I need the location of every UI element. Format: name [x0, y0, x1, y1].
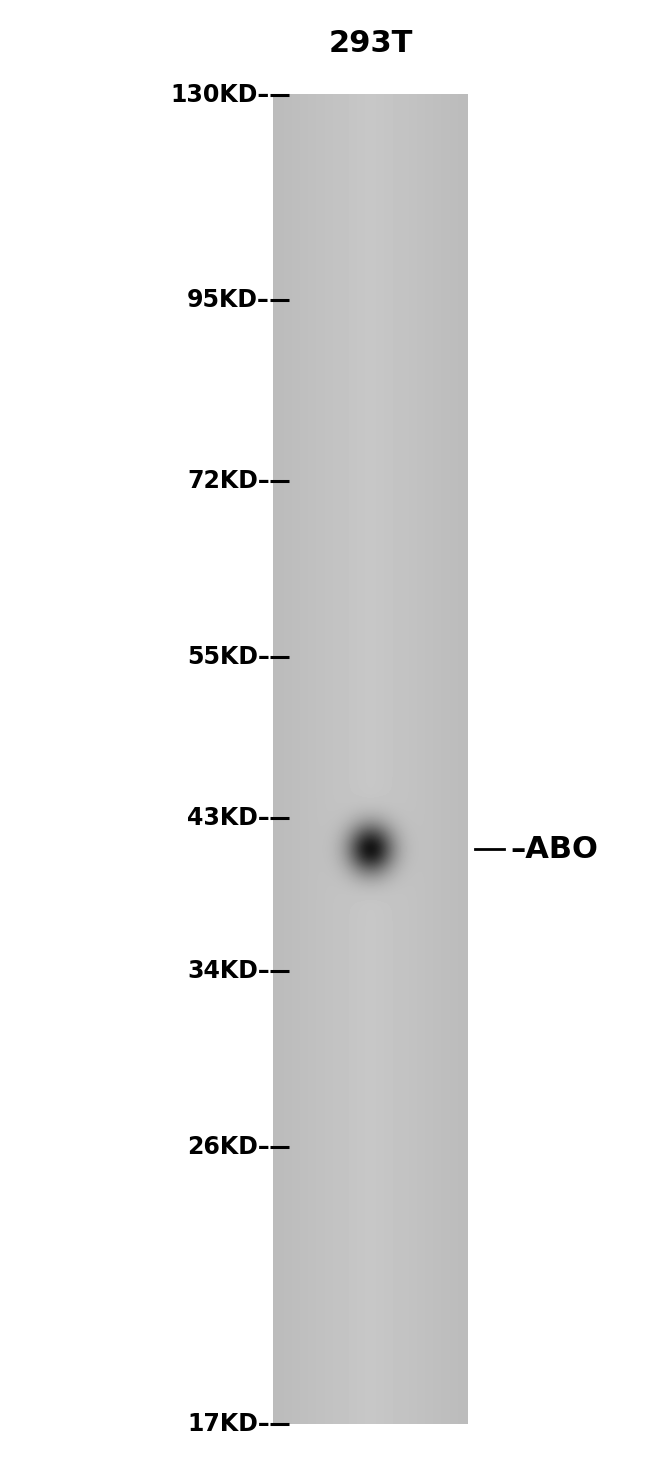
Text: 293T: 293T — [328, 29, 413, 58]
Text: 95KD–: 95KD– — [187, 288, 270, 313]
Text: 34KD–: 34KD– — [187, 960, 270, 983]
Text: 26KD–: 26KD– — [187, 1135, 270, 1159]
Text: –ABO: –ABO — [510, 834, 598, 863]
Text: 55KD–: 55KD– — [187, 646, 270, 669]
Text: 130KD–: 130KD– — [170, 83, 270, 107]
Text: 17KD–: 17KD– — [187, 1413, 270, 1436]
Text: 72KD–: 72KD– — [187, 469, 270, 494]
Text: 43KD–: 43KD– — [187, 806, 270, 830]
